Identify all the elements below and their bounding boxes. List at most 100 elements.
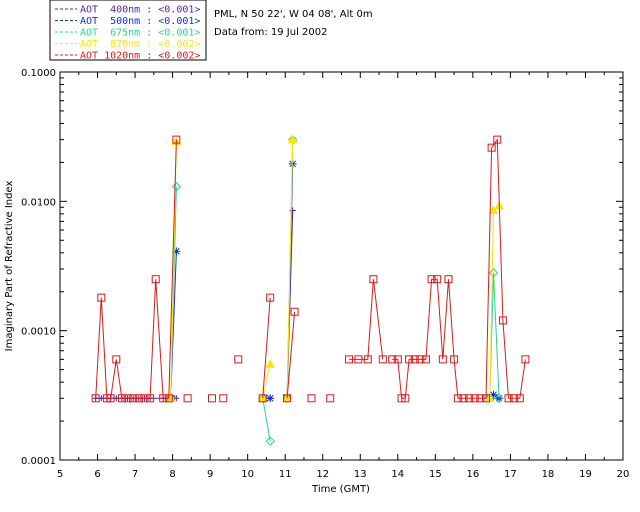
data-point-square	[438, 355, 447, 364]
data-point-square	[290, 307, 299, 316]
data-point-triangle	[488, 205, 499, 214]
legend-entry: AOT 500nm : <0.001>	[80, 16, 200, 27]
x-tick-label: 19	[579, 469, 592, 480]
data-point-square	[164, 394, 173, 403]
y-tick-label: 0.0100	[21, 197, 56, 208]
x-tick-label: 18	[542, 469, 555, 480]
data-point-square	[140, 394, 149, 403]
legend-entry: AOT 400nm : <0.001>	[80, 5, 200, 16]
legend-entry: AOT 675nm : <0.001>	[80, 28, 200, 39]
x-tick-label: 7	[132, 469, 138, 480]
axis-ticks: 5 6 7 8 9 10 11 12 13 14 15 16 17 18 19 20 0.0001 0.0010 0…	[21, 68, 629, 480]
legend-box	[49, 0, 207, 61]
data-point-square	[470, 394, 479, 403]
series-line	[286, 139, 294, 399]
data-point-square	[378, 355, 387, 364]
location-label: PML, N 50 22', W 04 08', Alt 0m	[214, 9, 373, 20]
data-point-square	[345, 355, 354, 364]
series-line	[262, 364, 271, 399]
x-tick-label: 15	[429, 469, 442, 480]
x-tick-label: 16	[466, 469, 479, 480]
data-point-square	[493, 135, 502, 144]
data-point-square	[97, 293, 106, 302]
data-point-asterisk	[172, 247, 181, 256]
x-tick-label: 17	[504, 469, 517, 480]
data-point-square	[172, 135, 181, 144]
x-tick-label: 14	[391, 469, 404, 480]
data-point-square	[504, 394, 513, 403]
series-line	[262, 297, 271, 399]
data-point-square	[405, 355, 414, 364]
data-point-square	[388, 355, 397, 364]
data-point-square	[151, 275, 160, 284]
data-point-diamond	[265, 436, 275, 446]
data-point-square	[410, 355, 419, 364]
data-point-square	[416, 355, 425, 364]
data-point-square	[453, 394, 462, 403]
data-point-square	[326, 394, 335, 403]
data-point-square	[208, 394, 217, 403]
data-point-triangle	[265, 359, 276, 368]
data-point-square	[283, 394, 292, 403]
x-tick-label: 6	[94, 469, 100, 480]
data-point-square	[482, 394, 491, 403]
data-point-asterisk	[288, 159, 297, 168]
y-axis-label: Imaginary Part of Refractive Index	[4, 181, 15, 352]
x-tick-label: 13	[354, 469, 367, 480]
x-tick-label: 11	[279, 469, 292, 480]
data-point-square	[487, 143, 496, 152]
series-line	[262, 398, 271, 442]
data-point-square	[476, 394, 485, 403]
data-point-square	[258, 394, 267, 403]
x-tick-label: 9	[207, 469, 213, 480]
data-point-square	[363, 355, 372, 364]
data-point-square	[421, 355, 430, 364]
date-label: Data from: 19 Jul 2002	[214, 27, 327, 38]
x-tick-label: 12	[316, 469, 329, 480]
data-point-square	[393, 355, 402, 364]
data-point-square	[112, 355, 121, 364]
data-point-square	[427, 275, 436, 284]
legend: AOT 400nm : <0.001>AOT 500nm : <0.001>AO…	[49, 0, 207, 62]
x-tick-label: 5	[57, 469, 63, 480]
data-point-square	[219, 394, 228, 403]
data-point-diamond	[494, 393, 504, 403]
data-point-square	[146, 394, 155, 403]
data-point-diamond	[171, 181, 182, 192]
data-point-square	[433, 275, 442, 284]
data-point-square	[159, 394, 168, 403]
data-point-square	[465, 394, 474, 403]
x-axis-label: Time (GMT)	[311, 484, 370, 495]
legend-entry: AOT 870nm : <0.002>	[80, 39, 200, 50]
series-layer	[91, 134, 530, 446]
series-line	[95, 139, 177, 399]
data-point-square	[521, 355, 530, 364]
data-point-square	[117, 394, 126, 403]
y-tick-label: 0.0010	[21, 327, 56, 338]
data-point-square	[123, 394, 132, 403]
x-tick-label: 10	[241, 469, 254, 480]
data-point-square	[106, 394, 115, 403]
data-point-square	[134, 394, 143, 403]
data-point-square	[515, 394, 524, 403]
series-5	[91, 135, 530, 403]
data-point-square	[91, 394, 100, 403]
data-point-square	[354, 355, 363, 364]
data-point-square	[234, 355, 243, 364]
data-point-square	[450, 355, 459, 364]
data-point-asterisk	[266, 394, 275, 403]
data-point-square	[183, 394, 192, 403]
x-tick-label: 20	[617, 469, 630, 480]
data-point-square	[498, 316, 507, 325]
y-tick-label: 0.1000	[21, 68, 56, 79]
data-point-square	[459, 394, 468, 403]
data-point-square	[401, 394, 410, 403]
series-line	[286, 311, 296, 399]
x-tick-label: 8	[169, 469, 175, 480]
data-point-square	[129, 394, 138, 403]
data-point-square	[266, 293, 275, 302]
data-point-square	[444, 275, 453, 284]
series-line	[392, 138, 526, 399]
data-point-square	[369, 275, 378, 284]
